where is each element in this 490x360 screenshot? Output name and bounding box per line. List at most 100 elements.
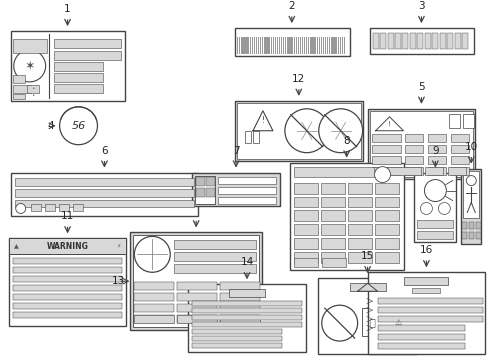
Bar xyxy=(195,176,215,203)
Bar xyxy=(308,37,310,54)
Bar xyxy=(388,33,393,49)
Bar xyxy=(220,315,260,323)
Bar xyxy=(447,33,453,49)
Bar xyxy=(321,211,344,221)
Bar xyxy=(476,222,481,229)
Text: ✶: ✶ xyxy=(24,59,35,72)
Bar xyxy=(374,211,398,221)
Bar xyxy=(321,224,344,235)
Bar xyxy=(192,329,282,334)
Bar xyxy=(348,183,371,194)
Bar xyxy=(134,304,174,312)
Bar xyxy=(336,37,337,54)
Bar xyxy=(327,37,328,54)
Text: 14: 14 xyxy=(241,257,254,267)
Bar xyxy=(428,145,446,153)
Bar xyxy=(275,37,276,54)
Bar xyxy=(254,37,255,54)
Bar xyxy=(9,238,126,326)
Bar xyxy=(270,37,272,54)
Bar xyxy=(323,37,324,54)
Bar xyxy=(220,293,260,301)
Bar xyxy=(134,315,174,323)
Bar xyxy=(321,197,344,207)
Bar xyxy=(428,167,446,175)
Bar xyxy=(13,85,31,93)
Bar xyxy=(177,315,217,323)
Bar xyxy=(331,37,333,54)
Circle shape xyxy=(16,203,25,213)
Bar xyxy=(287,37,289,54)
Bar xyxy=(53,73,103,82)
Bar xyxy=(378,343,466,349)
Bar xyxy=(406,167,423,175)
Bar xyxy=(277,37,278,54)
Bar xyxy=(318,278,417,354)
Bar xyxy=(285,37,287,54)
Bar xyxy=(15,177,194,185)
Bar xyxy=(295,37,297,54)
Bar xyxy=(413,288,441,293)
Text: ⚠: ⚠ xyxy=(395,318,402,327)
Bar xyxy=(241,37,243,54)
Bar xyxy=(321,183,344,194)
Bar xyxy=(348,197,371,207)
Bar xyxy=(244,37,245,54)
Text: 1: 1 xyxy=(64,4,71,14)
Bar xyxy=(348,211,371,221)
Circle shape xyxy=(439,203,450,215)
Text: 2: 2 xyxy=(289,1,295,11)
Bar xyxy=(218,186,276,194)
Bar xyxy=(302,37,303,54)
Bar xyxy=(313,37,314,54)
Bar xyxy=(374,252,398,263)
Bar xyxy=(53,51,122,60)
Text: !: ! xyxy=(388,121,391,127)
Circle shape xyxy=(466,176,476,185)
Bar xyxy=(294,238,318,249)
Bar xyxy=(133,235,259,327)
Circle shape xyxy=(134,237,170,272)
Bar xyxy=(13,94,24,99)
Bar xyxy=(476,233,481,239)
Text: •: • xyxy=(31,86,34,91)
Bar xyxy=(13,258,122,264)
Bar xyxy=(177,315,217,323)
Bar xyxy=(260,37,261,54)
Bar xyxy=(348,238,371,249)
Bar xyxy=(371,156,401,164)
Bar xyxy=(206,177,215,185)
Bar xyxy=(192,172,280,207)
Bar xyxy=(53,62,103,71)
Circle shape xyxy=(14,50,46,82)
Bar xyxy=(428,134,446,142)
Bar xyxy=(425,33,431,49)
Bar xyxy=(321,252,344,263)
Bar xyxy=(177,304,217,312)
Bar xyxy=(294,258,318,267)
Bar xyxy=(378,307,483,313)
Bar xyxy=(315,37,316,54)
Bar xyxy=(451,145,469,153)
Text: ⚡: ⚡ xyxy=(116,244,121,249)
Bar xyxy=(333,37,335,54)
Bar xyxy=(192,315,302,320)
Bar xyxy=(451,134,469,142)
Bar xyxy=(348,224,371,235)
Bar xyxy=(464,114,474,128)
Text: •: • xyxy=(31,93,34,98)
Bar xyxy=(258,37,259,54)
Circle shape xyxy=(424,180,446,202)
Bar xyxy=(406,156,423,164)
Bar xyxy=(417,33,423,49)
Bar xyxy=(417,220,453,229)
Bar xyxy=(368,272,485,354)
Bar xyxy=(410,33,416,49)
Bar xyxy=(283,37,284,54)
Bar xyxy=(378,325,466,331)
Bar xyxy=(9,238,126,254)
Bar xyxy=(13,75,24,83)
Bar xyxy=(464,171,479,219)
Bar xyxy=(369,28,474,54)
Bar xyxy=(378,316,483,322)
